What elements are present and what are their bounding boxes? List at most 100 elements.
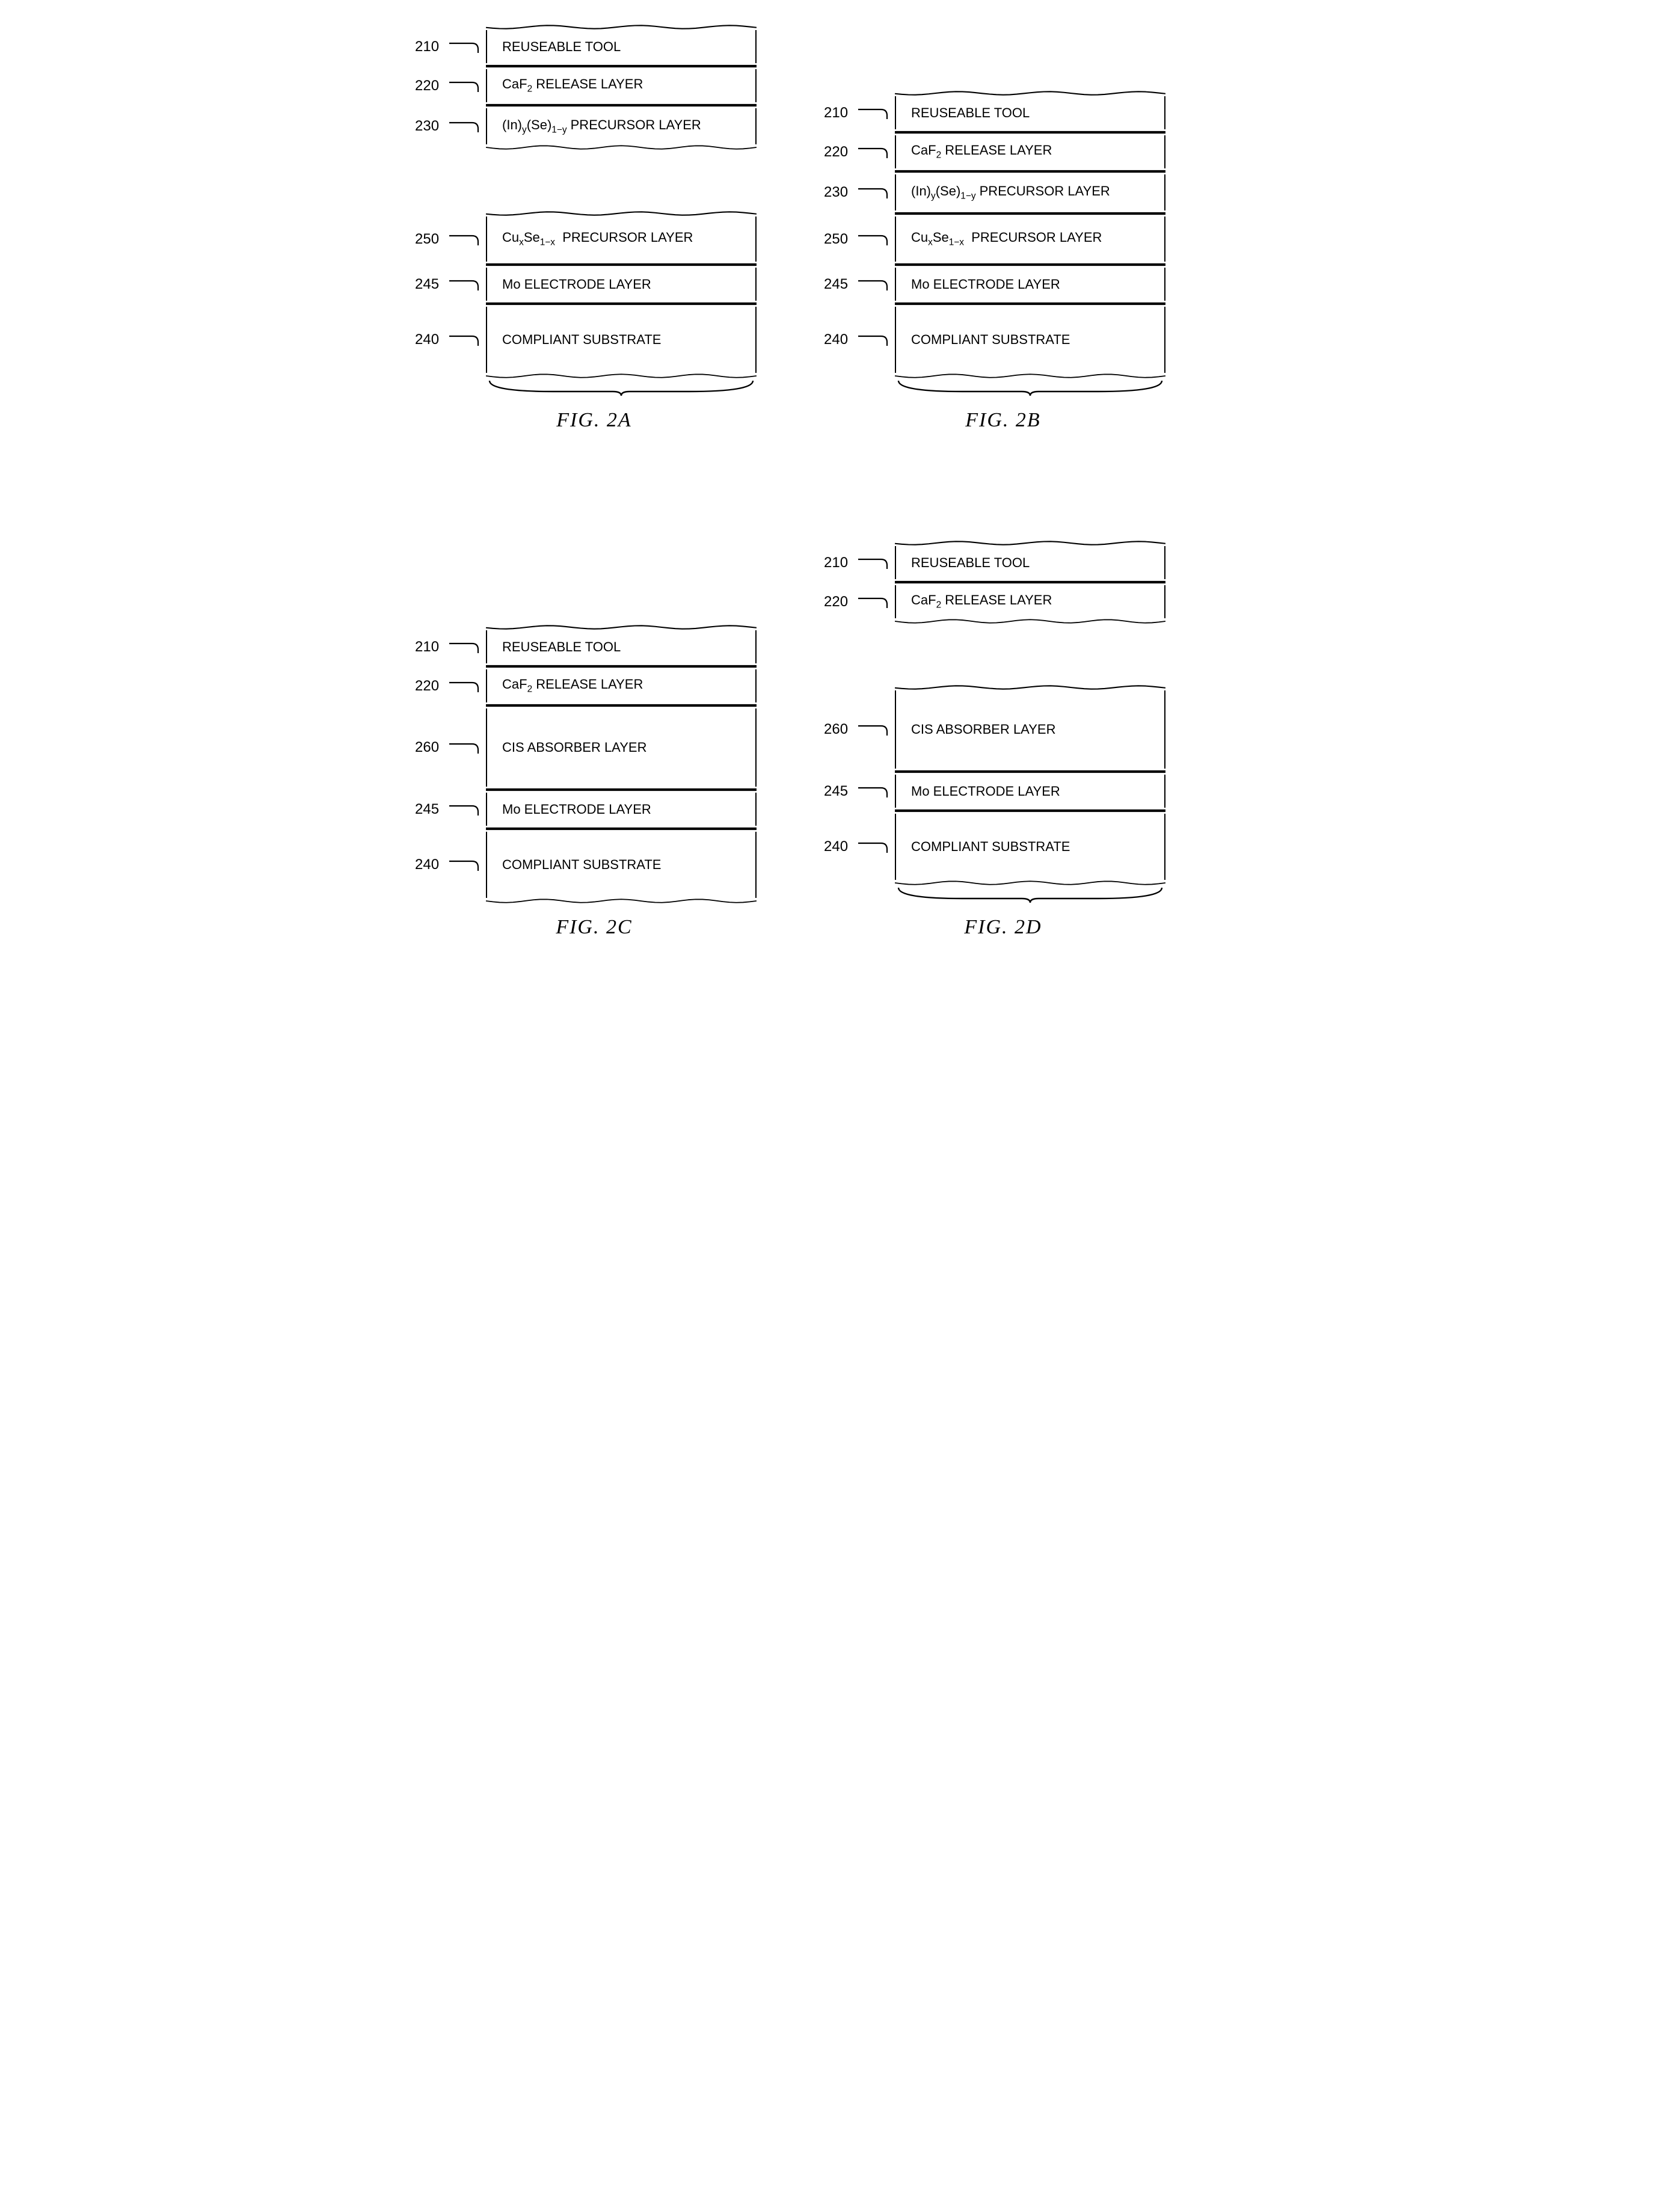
ref-number: 250 [415,231,481,248]
ref-number: 240 [415,856,481,873]
page: 210REUSEABLE TOOL220CaF2 RELEASE LAYER23… [414,24,1241,939]
layer-label: Mo ELECTRODE LAYER [502,802,651,817]
stack-gap [414,150,775,210]
ref-text: 245 [415,276,439,292]
ref-number: 220 [824,594,890,610]
ref-text: 250 [415,231,439,247]
layer-release: 220CaF2 RELEASE LAYER [895,585,1165,618]
layer-stack: 210REUSEABLE TOOL 220CaF2 RELEASE LAYER 26… [486,624,757,904]
layer-mo-electrode: 245Mo ELECTRODE LAYER [895,268,1165,301]
ref-number: 210 [824,555,890,571]
layer-cu-se-precursor: 250CuxSe1−x PRECURSOR LAYER [486,217,757,262]
ref-number: 220 [415,78,481,94]
panel-fig-2a: 210REUSEABLE TOOL220CaF2 RELEASE LAYER23… [414,24,775,432]
figure-caption: FIG. 2D [823,916,1184,939]
panel-fig-2b: 210REUSEABLE TOOL220CaF2 RELEASE LAYER23… [823,90,1184,432]
layer-label: Mo ELECTRODE LAYER [502,277,651,292]
ref-text: 250 [824,231,848,247]
ref-number: 245 [824,276,890,293]
layer-label: CIS ABSORBER LAYER [502,740,646,755]
layer-reuseable-tool: 210REUSEABLE TOOL [486,630,757,663]
ref-text: 260 [415,739,439,755]
ref-text: 245 [415,801,439,817]
ref-text: 220 [415,78,439,94]
ref-number: 210 [415,38,481,55]
layer-in-se-precursor: 230(In)y(Se)1−y PRECURSOR LAYER [895,174,1165,210]
ref-text: 210 [824,105,848,121]
panel-fig-2c: 210REUSEABLE TOOL220CaF2 RELEASE LAYER26… [414,624,775,939]
ref-text: 210 [415,38,439,55]
ref-number: 250 [824,231,890,248]
layer-label: COMPLIANT SUBSTRATE [911,332,1070,348]
stack-gap [823,624,1184,684]
ref-text: 245 [824,783,848,799]
layer-label: (In)y(Se)1−y PRECURSOR LAYER [502,117,701,135]
ref-number: 240 [415,331,481,348]
ref-text: 210 [415,639,439,655]
layer-label: CIS ABSORBER LAYER [911,722,1055,737]
layer-label: COMPLIANT SUBSTRATE [911,839,1070,855]
ref-number: 245 [415,276,481,293]
layer-label: CuxSe1−x PRECURSOR LAYER [502,230,693,248]
ref-number: 240 [824,331,890,348]
layer-release: 220CaF2 RELEASE LAYER [895,135,1165,168]
layer-label: REUSEABLE TOOL [911,555,1030,571]
ref-text: 240 [415,331,439,348]
ref-number: 230 [824,184,890,201]
ref-text: 230 [824,184,848,200]
figure-caption: FIG. 2B [823,409,1184,432]
layer-reuseable-tool: 210REUSEABLE TOOL [895,546,1165,579]
layer-stack: 250CuxSe1−x PRECURSOR LAYER 245Mo ELECTRO… [486,210,757,379]
panel-fig-2d: 210REUSEABLE TOOL220CaF2 RELEASE LAYER26… [823,540,1184,939]
ref-text: 240 [824,331,848,348]
ref-number: 220 [824,144,890,161]
underbrace [895,886,1165,904]
layer-reuseable-tool: 210REUSEABLE TOOL [895,96,1165,129]
ref-text: 220 [824,144,848,160]
layer-release: 220CaF2 RELEASE LAYER [486,669,757,702]
layer-label: Mo ELECTRODE LAYER [911,784,1060,799]
layer-compliant: 240COMPLIANT SUBSTRATE [486,307,757,373]
layer-compliant: 240COMPLIANT SUBSTRATE [895,307,1165,373]
layer-mo-electrode: 245Mo ELECTRODE LAYER [486,793,757,826]
panel-row: 210REUSEABLE TOOL220CaF2 RELEASE LAYER23… [414,24,1241,432]
layer-label: REUSEABLE TOOL [502,39,621,55]
layer-cis-absorber: 260CIS ABSORBER LAYER [895,690,1165,769]
layer-in-se-precursor: 230(In)y(Se)1−y PRECURSOR LAYER [486,108,757,144]
layer-label: (In)y(Se)1−y PRECURSOR LAYER [911,183,1110,201]
layer-label: CuxSe1−x PRECURSOR LAYER [911,230,1102,248]
layer-stack: 210REUSEABLE TOOL 220CaF2 RELEASE LAYER 23… [486,24,757,150]
ref-text: 240 [415,856,439,873]
layer-mo-electrode: 245Mo ELECTRODE LAYER [486,268,757,301]
layer-label: REUSEABLE TOOL [502,639,621,655]
underbrace [895,379,1165,397]
layer-label: CaF2 RELEASE LAYER [911,143,1052,161]
ref-text: 210 [824,555,848,571]
ref-text: 230 [415,118,439,134]
layer-label: Mo ELECTRODE LAYER [911,277,1060,292]
ref-text: 260 [824,721,848,737]
layer-cis-absorber: 260CIS ABSORBER LAYER [486,708,757,787]
layer-stack: 260CIS ABSORBER LAYER 245Mo ELECTRODE LAY… [895,684,1165,886]
layer-label: CaF2 RELEASE LAYER [502,76,643,94]
layer-label: CaF2 RELEASE LAYER [502,677,643,695]
ref-number: 210 [824,105,890,121]
ref-number: 245 [415,801,481,818]
layer-stack: 210REUSEABLE TOOL 220CaF2 RELEASE LAYER 23… [895,90,1165,379]
ref-text: 220 [415,678,439,694]
figure-caption: FIG. 2C [414,916,775,939]
underbrace [486,379,757,397]
ref-text: 245 [824,276,848,292]
layer-label: REUSEABLE TOOL [911,105,1030,121]
layer-label: CaF2 RELEASE LAYER [911,592,1052,610]
layer-compliant: 240COMPLIANT SUBSTRATE [895,814,1165,880]
ref-number: 240 [824,838,890,855]
layer-mo-electrode: 245Mo ELECTRODE LAYER [895,775,1165,808]
panel-row: 210REUSEABLE TOOL220CaF2 RELEASE LAYER26… [414,540,1241,939]
layer-stack: 210REUSEABLE TOOL 220CaF2 RELEASE LAYER [895,540,1165,624]
layer-reuseable-tool: 210REUSEABLE TOOL [486,30,757,63]
layer-cu-se-precursor: 250CuxSe1−x PRECURSOR LAYER [895,217,1165,262]
ref-number: 260 [415,739,481,756]
layer-release: 220CaF2 RELEASE LAYER [486,69,757,102]
ref-text: 220 [824,594,848,610]
